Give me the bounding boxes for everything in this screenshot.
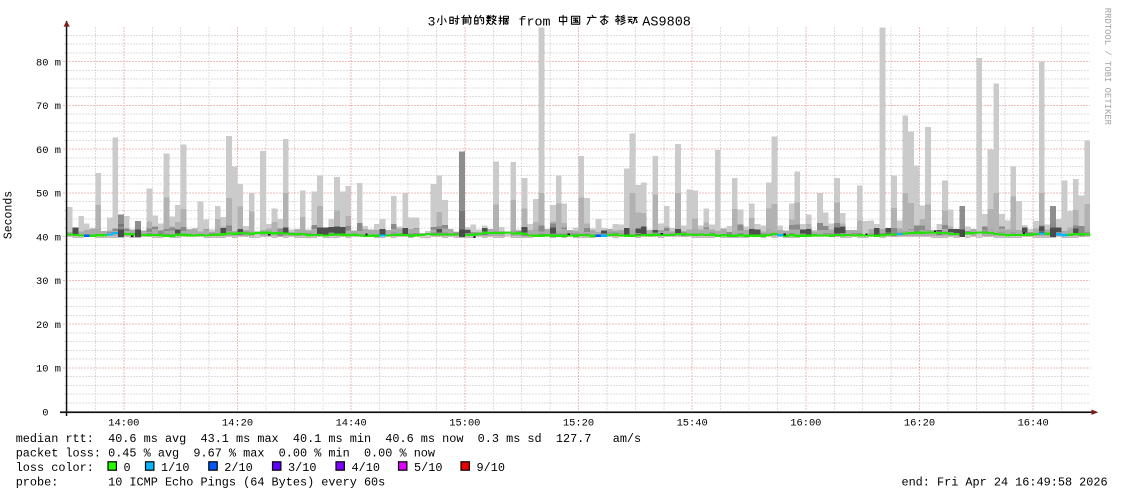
svg-text:14:40: 14:40 [336,418,367,430]
svg-text:15:00: 15:00 [449,418,480,430]
svg-text:probe: 10 ICMP Echo Ping: probe: 10 ICMP Echo Pings (64 Bytes) eve… [16,475,386,489]
svg-text:70 m: 70 m [36,101,61,113]
svg-text:0: 0 [42,407,48,419]
svg-text:20 m: 20 m [36,320,61,332]
svg-text:15:20: 15:20 [563,418,594,430]
svg-text:3: 3 [428,14,436,29]
svg-text:AS9808: AS9808 [642,15,691,30]
svg-text:packet loss: 0.45 % avg 9.67: packet loss: 0.45 % avg 9.67 % max 0.00 … [16,446,435,460]
svg-text:10 m: 10 m [36,364,61,376]
svg-text:40 m: 40 m [36,232,61,244]
svg-text:2/10: 2/10 [224,461,252,475]
svg-text:loss color:: loss color: [16,461,94,475]
svg-text:4/10: 4/10 [352,461,380,475]
svg-text:30 m: 30 m [36,276,61,288]
svg-text:14:00: 14:00 [108,418,139,430]
svg-text:Seconds: Seconds [3,191,16,239]
svg-text:3/10: 3/10 [288,461,316,475]
svg-text:16:20: 16:20 [904,418,935,430]
svg-text:60 m: 60 m [36,145,61,157]
svg-text:end: Fri Apr 24 16:49:58 2026: end: Fri Apr 24 16:49:58 2026 [901,475,1107,489]
svg-text:5/10: 5/10 [414,461,442,475]
svg-text:16:40: 16:40 [1018,418,1049,430]
svg-text:1/10: 1/10 [161,461,189,475]
svg-text:0: 0 [124,461,131,475]
svg-text:50 m: 50 m [36,189,61,201]
svg-text:80 m: 80 m [36,57,61,69]
svg-text:from: from [519,14,551,29]
svg-text:median rtt: 40.6 ms avg 43.1: median rtt: 40.6 ms avg 43.1 ms max 40.1… [16,432,641,446]
svg-text:14:20: 14:20 [222,418,253,430]
svg-text:9/10: 9/10 [477,461,505,475]
svg-text:RRDTOOL / TOBI OETIKER: RRDTOOL / TOBI OETIKER [1102,8,1112,126]
svg-text:15:40: 15:40 [677,418,708,430]
svg-text:16:00: 16:00 [790,418,821,430]
